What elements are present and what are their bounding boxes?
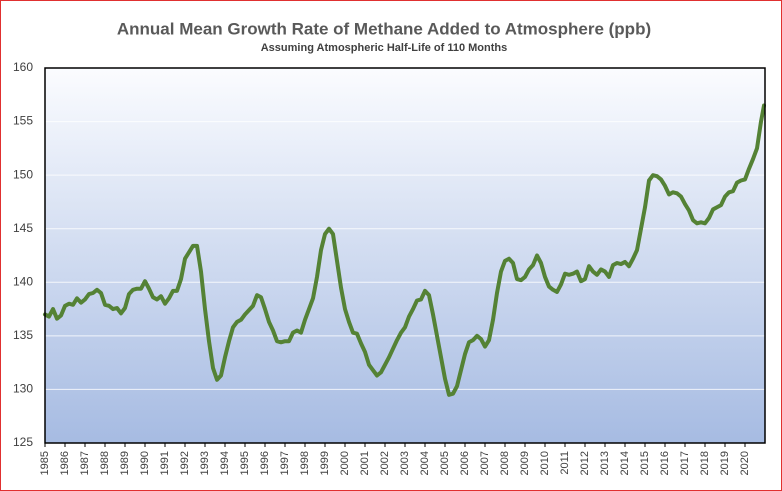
x-tick-label: 1998 [299,451,311,475]
y-tick-label: 145 [13,221,33,235]
x-tick-label: 1993 [199,451,211,475]
x-tick-label: 2003 [399,451,411,475]
chart-subtitle: Assuming Atmospheric Half-Life of 110 Mo… [261,42,508,54]
x-tick-label: 2020 [739,451,751,475]
x-tick-label: 2010 [539,451,551,475]
y-tick-label: 155 [13,114,33,128]
x-tick-label: 1995 [239,451,251,475]
x-tick-label: 1990 [139,451,151,475]
plot-area [45,68,765,443]
x-tick-label: 1986 [59,451,71,475]
y-tick-label: 150 [13,167,33,181]
y-tick-label: 160 [13,60,33,74]
x-tick-label: 1985 [39,451,51,475]
x-tick-label: 2016 [659,451,671,475]
x-tick-label: 2004 [419,451,431,475]
data-line [43,103,766,397]
x-tick-label: 2014 [619,451,631,475]
x-tick-label: 2015 [639,451,651,475]
x-tick-label: 2012 [579,451,591,475]
x-tick-label: 1996 [259,451,271,475]
x-tick-label: 2001 [359,451,371,475]
x-tick-label: 2013 [599,451,611,475]
x-tick-label: 1989 [119,451,131,475]
chart-title: Annual Mean Growth Rate of Methane Added… [117,19,651,38]
x-tick-label: 1992 [179,451,191,475]
x-tick-label: 1994 [219,451,231,475]
x-tick-label: 2018 [699,451,711,475]
x-tick-label: 2017 [679,451,691,475]
x-tick-label: 2006 [459,451,471,475]
y-tick-label: 130 [13,382,33,396]
x-tick-label: 1999 [319,451,331,475]
x-tick-label: 2008 [499,451,511,475]
x-tick-label: 2011 [559,451,571,475]
y-tick-label: 140 [13,274,33,288]
y-tick-label: 135 [13,328,33,342]
x-tick-label: 2009 [519,451,531,475]
x-tick-label: 2000 [339,451,351,475]
x-tick-label: 1988 [99,451,111,475]
x-tick-label: 2002 [379,451,391,475]
x-tick-label: 2019 [719,451,731,475]
x-tick-label: 2005 [439,451,451,475]
x-tick-label: 2007 [479,451,491,475]
y-tick-label: 125 [13,435,33,449]
x-tick-label: 1987 [79,451,91,475]
x-tick-label: 1991 [159,451,171,475]
x-tick-label: 1997 [279,451,291,475]
